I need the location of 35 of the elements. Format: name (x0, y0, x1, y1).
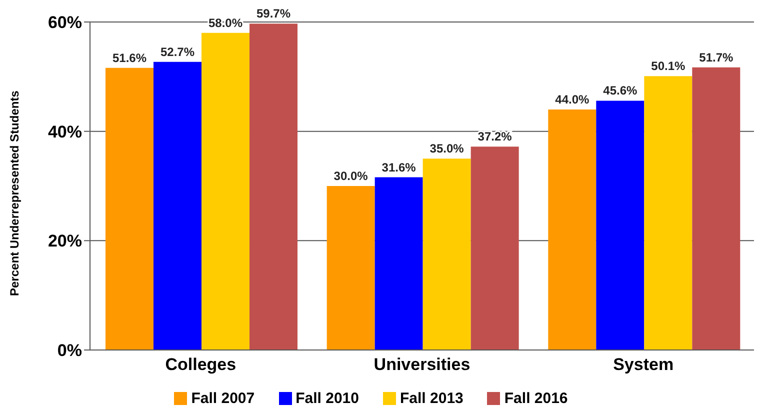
bar (374, 177, 423, 350)
y-tick-label: 40% (48, 122, 82, 142)
data-label: 59.7% (256, 6, 291, 21)
bar (422, 158, 471, 350)
legend-label: Fall 2016 (504, 390, 568, 407)
x-tick-label: System (613, 355, 674, 374)
bar (201, 32, 250, 350)
data-label: 51.6% (112, 50, 147, 65)
bar (548, 109, 596, 350)
y-tick-label: 0% (57, 341, 82, 360)
data-label: 35.0% (430, 142, 464, 156)
bar (692, 67, 740, 350)
bar (249, 24, 298, 350)
data-label: 30.0% (334, 169, 368, 183)
x-tick-label: Universities (374, 355, 470, 374)
legend-label: Fall 2007 (191, 390, 255, 407)
data-label: 45.6% (603, 84, 638, 98)
bar (596, 100, 644, 350)
y-tick-label: 60% (48, 13, 82, 32)
data-label: 31.6% (382, 160, 416, 174)
data-label: 51.7% (699, 50, 734, 64)
bar (105, 68, 154, 350)
y-axis-title: Percent Underrepresented Students (7, 90, 22, 296)
y-tick-label: 20% (48, 232, 82, 251)
legend-label: Fall 2013 (400, 390, 464, 407)
data-label: 52.7% (160, 44, 195, 59)
legend-label: Fall 2010 (296, 390, 359, 407)
bar (470, 146, 519, 350)
bar (644, 76, 692, 350)
data-label: 44.0% (555, 92, 590, 106)
x-tick-label: Colleges (165, 355, 236, 374)
data-label: 50.1% (651, 59, 686, 74)
data-label: 37.2% (478, 130, 512, 144)
bar (326, 186, 375, 350)
bar (153, 62, 202, 350)
